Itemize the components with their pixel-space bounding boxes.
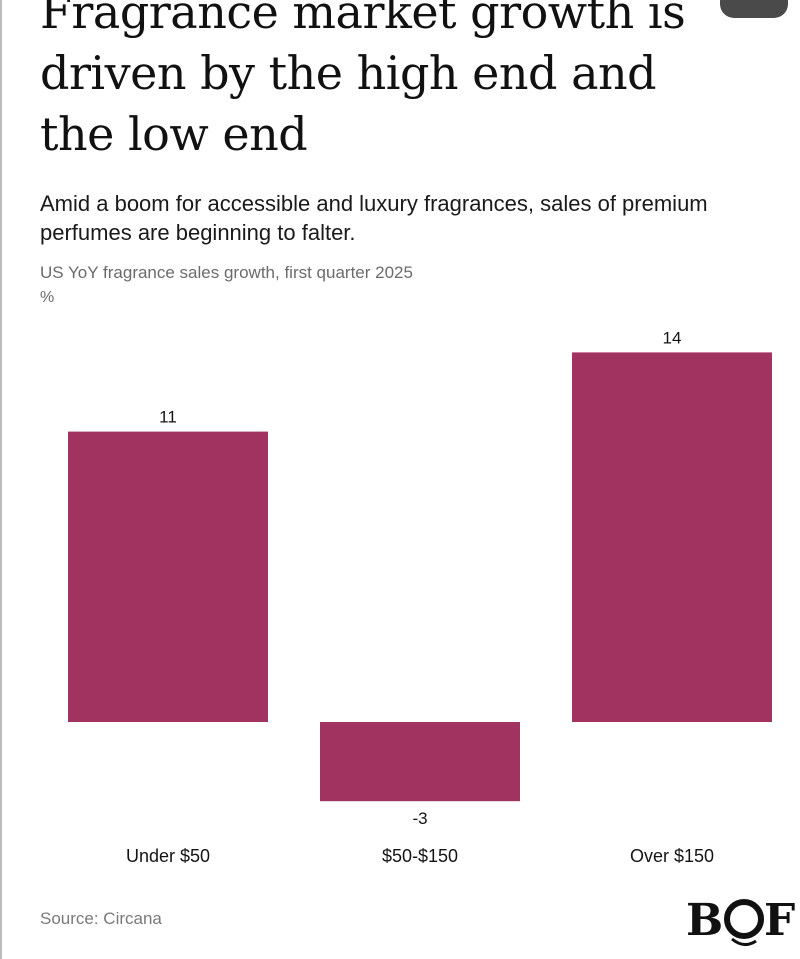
- svg-text:F: F: [764, 895, 795, 946]
- unit-label: %: [40, 289, 55, 306]
- left-border: [0, 0, 2, 959]
- data-label-2: 14: [663, 328, 682, 347]
- metric-label: US YoY fragrance sales growth, first qua…: [40, 263, 413, 282]
- corner-overlay: [720, 0, 788, 18]
- source-note: Source: Circana: [40, 909, 162, 928]
- category-label-0: Under $50: [126, 846, 210, 866]
- category-label-1: $50-$150: [382, 846, 458, 866]
- data-label-0: 11: [159, 408, 177, 427]
- bar-1: [320, 722, 520, 802]
- bar-2: [572, 352, 772, 722]
- category-label-2: Over $150: [630, 846, 714, 866]
- data-label-1: -3: [412, 809, 427, 828]
- bar-0: [68, 431, 268, 722]
- chart-subtitle: Amid a boom for accessible and luxury fr…: [40, 191, 708, 245]
- chart-headline: Fragrance market growth is driven by the…: [40, 0, 686, 161]
- bof-logo: B F: [686, 895, 795, 946]
- svg-text:B: B: [686, 895, 723, 946]
